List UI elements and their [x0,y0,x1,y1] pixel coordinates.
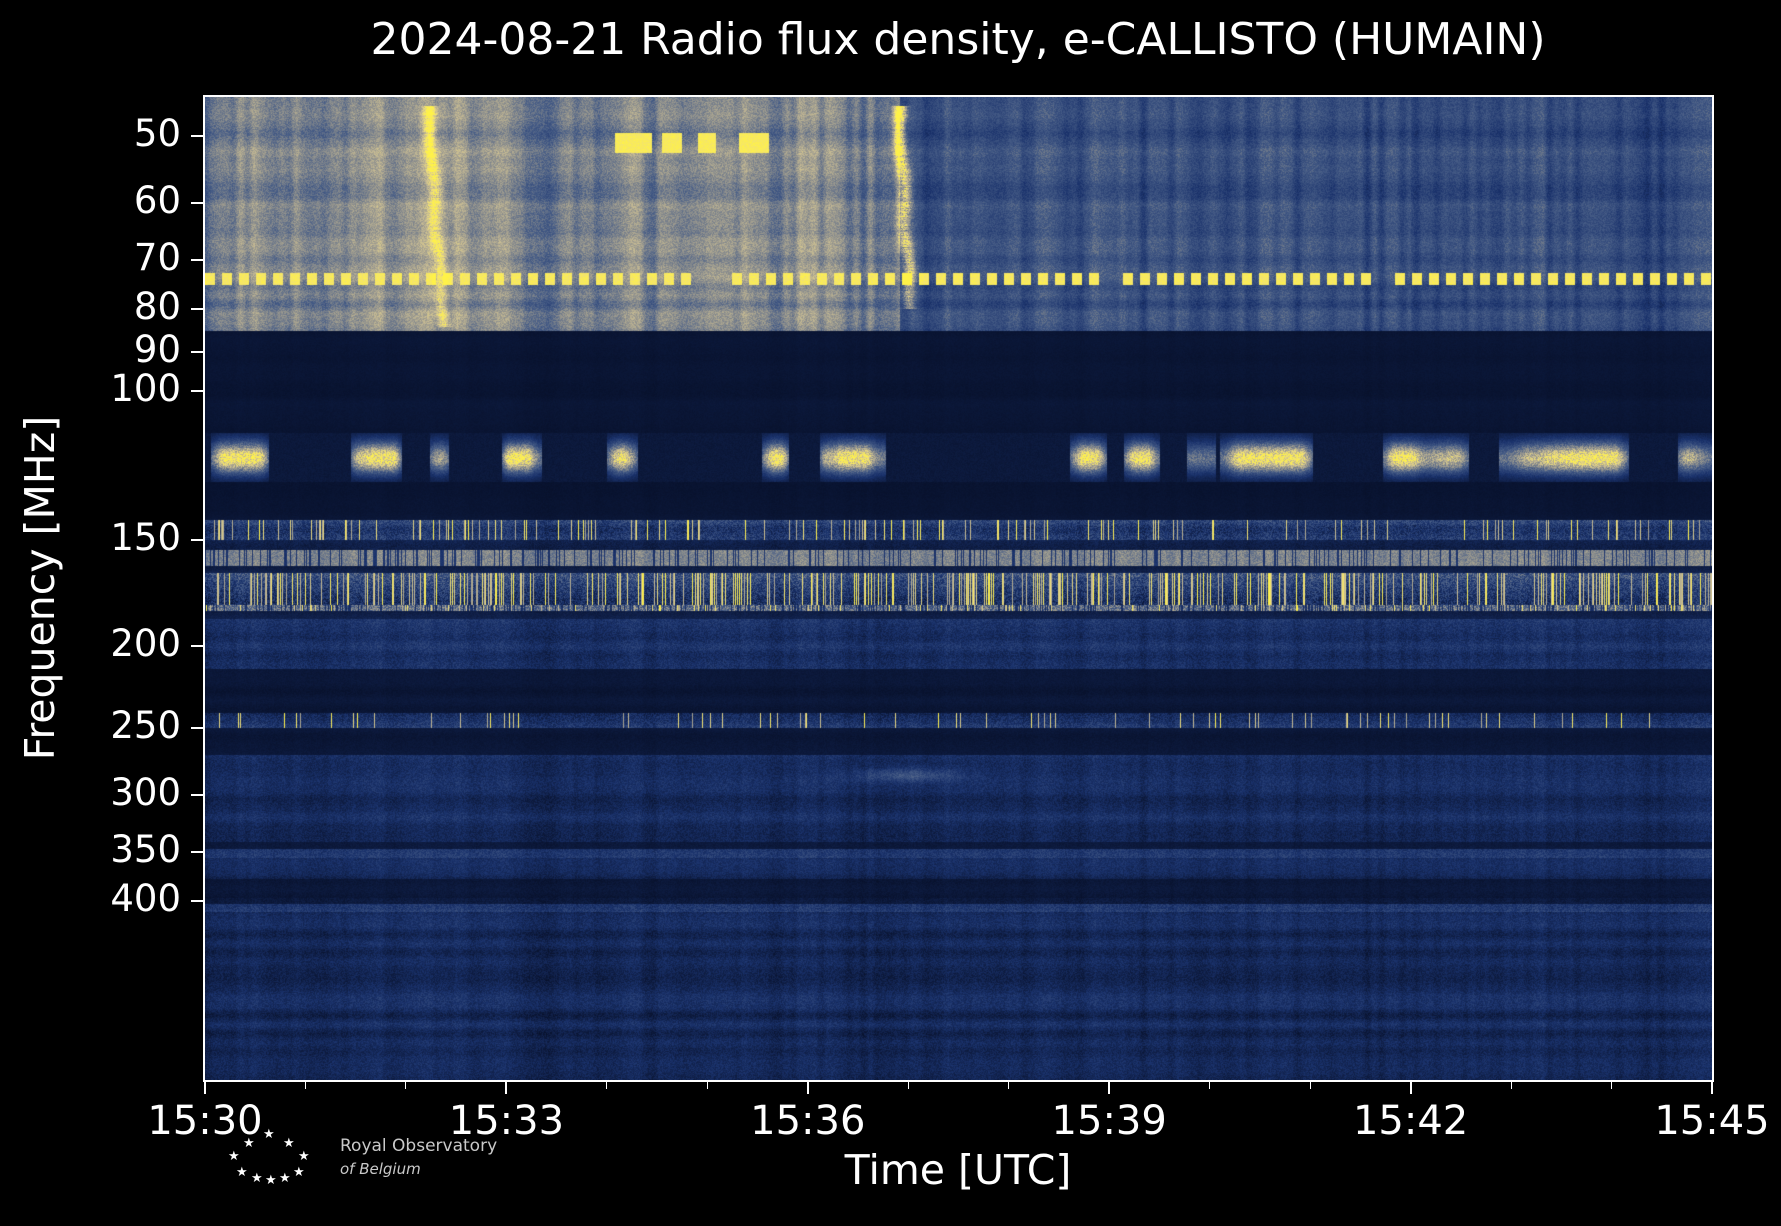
x-minor-tick [907,1082,909,1089]
y-tick-label: 300 [110,771,181,815]
x-minor-tick [405,1082,407,1089]
y-tick [191,351,203,354]
x-tick-label: 15:33 [448,1098,565,1144]
x-minor-tick [1510,1082,1512,1089]
x-tick [1108,1082,1111,1094]
y-tick [191,645,203,648]
y-tick-label: 150 [110,516,181,560]
x-axis-label: Time [UTC] [844,1146,1072,1194]
x-tick-label: 15:42 [1352,1098,1469,1144]
star-icon: ★ [298,1149,310,1164]
x-minor-tick [1008,1082,1010,1089]
chart-title: 2024-08-21 Radio flux density, e-CALLIST… [370,14,1546,65]
spectrogram-heatmap [205,97,1712,1080]
x-tick [1409,1082,1412,1094]
y-tick-label: 80 [133,284,181,328]
logo-text-line2: of Belgium [340,1160,421,1178]
star-icon: ★ [243,1136,255,1151]
y-tick-label: 350 [110,828,181,872]
x-tick [1711,1082,1713,1094]
y-tick [191,900,203,903]
x-tick [806,1082,809,1094]
x-minor-tick [304,1082,306,1089]
x-minor-tick [706,1082,708,1089]
y-tick [191,258,203,261]
x-tick-label: 15:39 [1051,1098,1167,1144]
x-minor-tick [1209,1082,1211,1089]
x-tick-label: 15:45 [1654,1098,1770,1144]
y-tick-label: 400 [110,877,181,921]
y-tick-label: 50 [133,111,181,155]
star-icon: ★ [293,1165,305,1180]
y-tick [191,134,203,137]
y-tick-label: 70 [133,235,181,279]
x-minor-tick [1611,1082,1613,1089]
star-icon: ★ [265,1173,277,1188]
y-tick [191,389,203,392]
y-tick-label: 90 [133,328,181,372]
x-tick-label: 15:36 [750,1098,866,1144]
x-tick [505,1082,508,1094]
y-tick-label: 100 [110,366,181,410]
y-tick [191,794,203,797]
star-icon: ★ [263,1127,275,1142]
y-tick [191,851,203,854]
rob-logo: ★ ★ ★ ★ ★ ★ ★ ★ ★ ★ Royal Observatory of Belgium [222,1128,702,1203]
star-icon: ★ [283,1136,295,1151]
x-tick [204,1082,206,1094]
x-minor-tick [606,1082,608,1089]
x-minor-tick [1309,1082,1311,1089]
y-axis-label: Frequency [MHz] [16,415,64,761]
y-tick [191,307,203,310]
logo-text-line1: Royal Observatory [340,1136,498,1156]
y-tick [191,727,203,730]
y-tick-label: 60 [133,178,181,222]
star-icon: ★ [279,1171,291,1186]
star-icon: ★ [236,1165,248,1180]
y-tick-label: 250 [110,704,181,748]
star-icon: ★ [251,1171,263,1186]
x-tick-label: 15:30 [147,1098,263,1144]
y-tick-label: 200 [110,622,181,666]
y-tick [191,539,203,542]
y-tick [191,201,203,204]
star-icon: ★ [228,1149,240,1164]
